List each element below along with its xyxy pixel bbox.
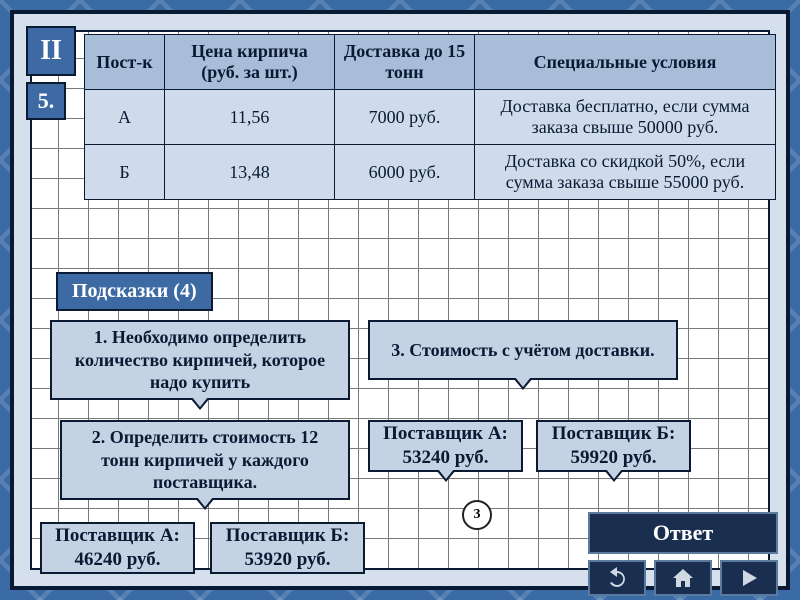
col-supplier: Пост-к xyxy=(85,35,165,90)
cell-conditions: Доставка со скидкой 50%, если сумма зака… xyxy=(475,145,776,200)
question-number-badge: 5. xyxy=(26,82,66,120)
result-3-supplier-b: Поставщик Б: 59920 руб. xyxy=(536,420,691,472)
nav-undo-button[interactable] xyxy=(588,560,646,596)
section-badge: II xyxy=(26,26,76,76)
home-icon xyxy=(671,567,695,589)
main-frame: II 5. Пост-к Цена кирпича (руб. за шт.) … xyxy=(10,10,790,590)
undo-icon xyxy=(604,567,630,589)
cell-price: 11,56 xyxy=(165,90,335,145)
table-row: Б 13,48 6000 руб. Доставка со скидкой 50… xyxy=(85,145,776,200)
hint-1: 1. Необходимо определить количество кирп… xyxy=(50,320,350,400)
suppliers-table: Пост-к Цена кирпича (руб. за шт.) Достав… xyxy=(84,34,776,200)
play-icon xyxy=(739,568,759,588)
col-price: Цена кирпича (руб. за шт.) xyxy=(165,35,335,90)
nav-next-button[interactable] xyxy=(720,560,778,596)
hint-3: 3. Стоимость с учётом доставки. xyxy=(368,320,678,380)
hints-button[interactable]: Подсказки (4) xyxy=(56,272,213,311)
col-conditions: Специальные условия xyxy=(475,35,776,90)
cell-conditions: Доставка бесплатно, если сумма заказа св… xyxy=(475,90,776,145)
answer-button[interactable]: Ответ xyxy=(588,512,778,554)
cell-delivery: 7000 руб. xyxy=(335,90,475,145)
cell-delivery: 6000 руб. xyxy=(335,145,475,200)
table-header-row: Пост-к Цена кирпича (руб. за шт.) Достав… xyxy=(85,35,776,90)
col-delivery: Доставка до 15 тонн xyxy=(335,35,475,90)
result-3-supplier-a: Поставщик А: 53240 руб. xyxy=(368,420,523,472)
content-area: II 5. Пост-к Цена кирпича (руб. за шт.) … xyxy=(30,30,770,570)
table-row: А 11,56 7000 руб. Доставка бесплатно, ес… xyxy=(85,90,776,145)
result-2-supplier-b: Поставщик Б: 53920 руб. xyxy=(210,522,365,574)
cell-price: 13,48 xyxy=(165,145,335,200)
marker-circle: 3 xyxy=(462,500,492,530)
result-2-supplier-a: Поставщик А: 46240 руб. xyxy=(40,522,195,574)
nav-controls xyxy=(588,560,778,596)
hint-2: 2. Определить стоимость 12 тонн кирпичей… xyxy=(60,420,350,500)
cell-supplier: Б xyxy=(85,145,165,200)
nav-home-button[interactable] xyxy=(654,560,712,596)
cell-supplier: А xyxy=(85,90,165,145)
